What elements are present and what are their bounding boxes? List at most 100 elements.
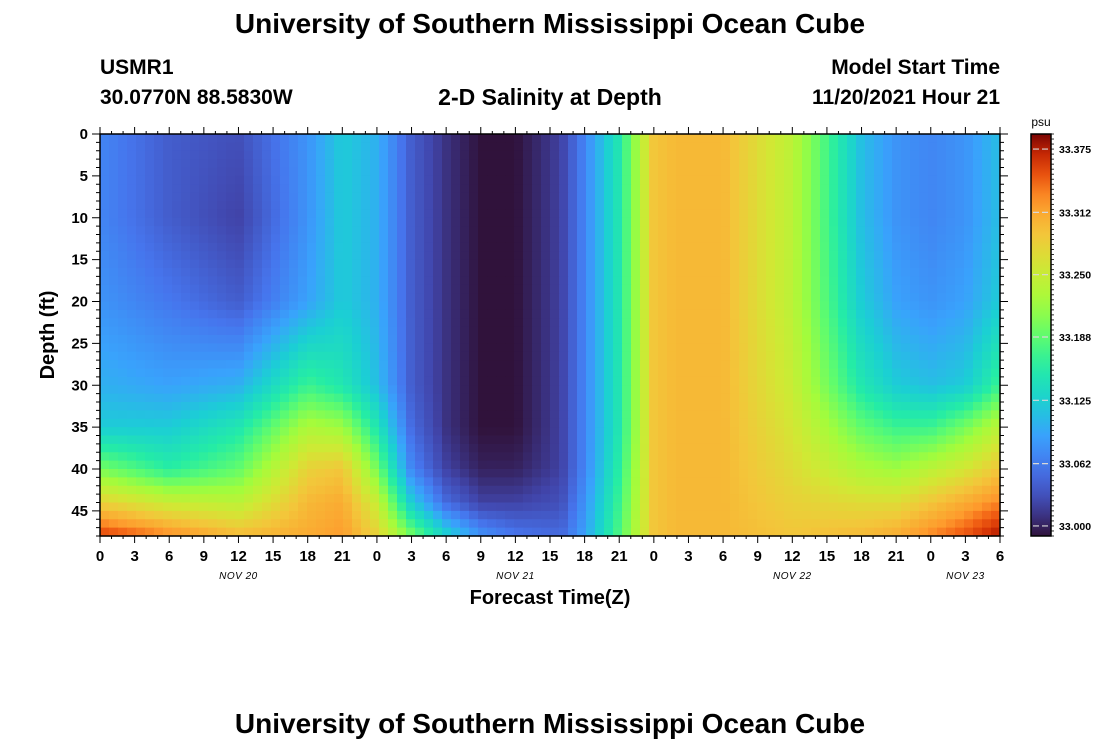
heatmap-cell — [604, 385, 614, 395]
heatmap-cell — [172, 485, 182, 495]
heatmap-cell — [316, 385, 326, 395]
heatmap-cell — [118, 418, 128, 428]
heatmap-cell — [577, 427, 587, 437]
heatmap-cell — [811, 502, 821, 512]
heatmap-cell — [352, 527, 362, 537]
heatmap-cell — [667, 393, 677, 403]
heatmap-cell — [568, 268, 578, 277]
heatmap-cell — [235, 142, 245, 152]
heatmap-cell — [433, 301, 443, 311]
heatmap-cell — [703, 368, 713, 378]
heatmap-cell — [973, 134, 983, 143]
heatmap-cell — [838, 519, 848, 529]
heatmap-cell — [316, 502, 326, 512]
heatmap-cell — [118, 318, 128, 328]
heatmap-cell — [217, 418, 227, 428]
heatmap-cell — [838, 142, 848, 152]
heatmap-cell — [577, 192, 587, 202]
heatmap-cell — [568, 209, 578, 219]
heatmap-cell — [370, 142, 380, 152]
heatmap-cell — [442, 268, 452, 277]
heatmap-cell — [361, 184, 371, 194]
heatmap-cell — [271, 276, 281, 286]
heatmap-cell — [145, 527, 155, 537]
heatmap-cell — [307, 494, 317, 504]
heatmap-cell — [658, 418, 668, 428]
heatmap-cell — [406, 175, 416, 185]
heatmap-cell — [514, 150, 524, 160]
heatmap-cell — [487, 477, 497, 487]
heatmap-cell — [100, 242, 110, 252]
heatmap-cell — [829, 175, 839, 185]
heatmap-cell — [973, 502, 983, 512]
heatmap-cell — [712, 376, 722, 386]
heatmap-cell — [991, 376, 1001, 386]
heatmap-cell — [118, 226, 128, 236]
heatmap-cell — [145, 368, 155, 378]
heatmap-cell — [118, 410, 128, 420]
heatmap-cell — [442, 159, 452, 169]
heatmap-cell — [640, 335, 650, 344]
heatmap-cell — [136, 343, 146, 353]
heatmap-cell — [694, 293, 704, 303]
heatmap-cell — [190, 360, 200, 370]
heatmap-cell — [802, 351, 812, 361]
heatmap-cell — [127, 309, 137, 319]
heatmap-cell — [703, 427, 713, 437]
heatmap-cell — [784, 502, 794, 512]
heatmap-cell — [433, 217, 443, 227]
heatmap-cell — [343, 318, 353, 328]
heatmap-cell — [352, 402, 362, 411]
heatmap-cell — [856, 293, 866, 303]
heatmap-cell — [622, 360, 632, 370]
heatmap-cell — [469, 435, 479, 445]
heatmap-cell — [739, 393, 749, 403]
heatmap-cell — [946, 184, 956, 194]
heatmap-cell — [469, 326, 479, 336]
heatmap-cell — [568, 201, 578, 210]
heatmap-cell — [766, 167, 776, 177]
heatmap-cell — [334, 402, 344, 411]
heatmap-cell — [154, 192, 164, 202]
heatmap-cell — [397, 134, 407, 143]
heatmap-cell — [964, 184, 974, 194]
heatmap-cell — [424, 485, 434, 495]
heatmap-cell — [991, 360, 1001, 370]
heatmap-cell — [883, 368, 893, 378]
heatmap-cell — [298, 192, 308, 202]
heatmap-cell — [118, 435, 128, 445]
heatmap-cell — [964, 502, 974, 512]
heatmap-cell — [847, 443, 857, 453]
heatmap-cell — [469, 469, 479, 478]
heatmap-cell — [811, 276, 821, 286]
heatmap-cell — [658, 402, 668, 411]
heatmap-cell — [118, 217, 128, 227]
heatmap-cell — [190, 477, 200, 487]
heatmap-cell — [883, 226, 893, 236]
heatmap-cell — [343, 184, 353, 194]
heatmap-cell — [109, 510, 119, 520]
heatmap-cell — [172, 335, 182, 344]
heatmap-cell — [325, 217, 335, 227]
heatmap-cell — [703, 418, 713, 428]
heatmap-cell — [649, 385, 659, 395]
heatmap-cell — [964, 376, 974, 386]
heatmap-cell — [379, 343, 389, 353]
heatmap-cell — [820, 418, 830, 428]
heatmap-cell — [685, 150, 695, 160]
heatmap-cell — [496, 368, 506, 378]
heatmap-cell — [793, 226, 803, 236]
heatmap-cell — [271, 175, 281, 185]
heatmap-cell — [757, 234, 767, 244]
heatmap-cell — [343, 368, 353, 378]
heatmap-cell — [379, 402, 389, 411]
heatmap-cell — [505, 519, 515, 529]
heatmap-cell — [577, 418, 587, 428]
heatmap-cell — [307, 268, 317, 277]
heatmap-cell — [334, 519, 344, 529]
heatmap-cell — [874, 201, 884, 210]
heatmap-cell — [775, 410, 785, 420]
heatmap-cell — [433, 159, 443, 169]
heatmap-cell — [982, 452, 992, 462]
heatmap-cell — [820, 201, 830, 210]
